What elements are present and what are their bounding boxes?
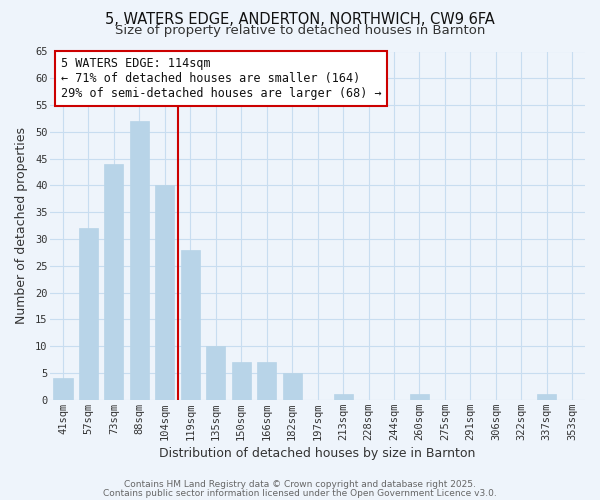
- Text: 5 WATERS EDGE: 114sqm
← 71% of detached houses are smaller (164)
29% of semi-det: 5 WATERS EDGE: 114sqm ← 71% of detached …: [61, 56, 382, 100]
- Bar: [410, 394, 429, 400]
- Bar: [537, 394, 556, 400]
- Text: Contains HM Land Registry data © Crown copyright and database right 2025.: Contains HM Land Registry data © Crown c…: [124, 480, 476, 489]
- Bar: [155, 186, 175, 400]
- Bar: [334, 394, 353, 400]
- Text: Contains public sector information licensed under the Open Government Licence v3: Contains public sector information licen…: [103, 488, 497, 498]
- Bar: [232, 362, 251, 400]
- Bar: [79, 228, 98, 400]
- Text: Size of property relative to detached houses in Barnton: Size of property relative to detached ho…: [115, 24, 485, 37]
- Bar: [206, 346, 225, 400]
- Bar: [257, 362, 276, 400]
- Bar: [181, 250, 200, 400]
- X-axis label: Distribution of detached houses by size in Barnton: Distribution of detached houses by size …: [160, 447, 476, 460]
- Bar: [130, 121, 149, 400]
- Bar: [283, 373, 302, 400]
- Bar: [104, 164, 124, 400]
- Bar: [53, 378, 73, 400]
- Text: 5, WATERS EDGE, ANDERTON, NORTHWICH, CW9 6FA: 5, WATERS EDGE, ANDERTON, NORTHWICH, CW9…: [105, 12, 495, 28]
- Y-axis label: Number of detached properties: Number of detached properties: [15, 127, 28, 324]
